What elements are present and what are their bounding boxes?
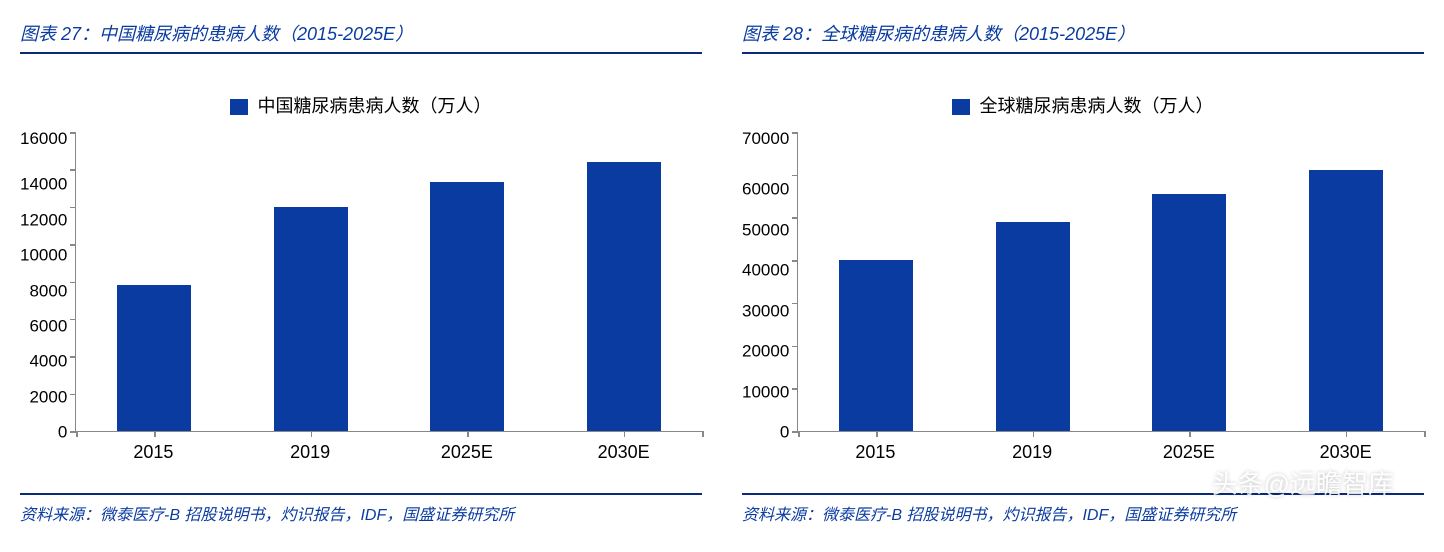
- bar: [274, 207, 348, 431]
- y-tick-mark: [70, 356, 76, 358]
- x-tick-mark: [1346, 431, 1348, 437]
- y-tick-label: 14000: [20, 176, 67, 193]
- y-tick-mark: [792, 303, 798, 305]
- right-source: 资料来源：微泰医疗-B 招股说明书，灼识报告，IDF，国盛证券研究所: [742, 493, 1424, 525]
- y-tick-label: 30000: [742, 302, 789, 319]
- x-tick-mark: [702, 431, 704, 437]
- y-tick-label: 70000: [742, 130, 789, 147]
- left-legend: 中国糖尿病患病人数（万人）: [20, 92, 702, 118]
- charts-container: 图表 27：中国糖尿病的患病人数（2015-2025E） 中国糖尿病患病人数（万…: [20, 20, 1424, 525]
- left-chart: 1600014000120001000080006000400020000: [20, 132, 702, 432]
- y-tick-mark: [792, 260, 798, 262]
- right-chart: 700006000050000400003000020000100000: [742, 132, 1424, 432]
- x-tick-label: 2015: [116, 442, 190, 463]
- right-legend-label: 全球糖尿病患病人数（万人）: [980, 96, 1214, 116]
- y-tick-label: 4000: [29, 353, 67, 370]
- left-title-row: 图表 27：中国糖尿病的患病人数（2015-2025E）: [20, 20, 702, 54]
- y-tick-mark: [70, 394, 76, 396]
- y-tick-label: 0: [780, 423, 789, 440]
- right-title: 图表 28：全球糖尿病的患病人数（2015-2025E）: [742, 24, 1135, 44]
- y-tick-mark: [792, 217, 798, 219]
- left-legend-label: 中国糖尿病患病人数（万人）: [258, 96, 492, 116]
- y-tick-mark: [70, 132, 76, 134]
- left-plot: [75, 132, 702, 432]
- x-tick-mark: [1033, 431, 1035, 437]
- left-title: 图表 27：中国糖尿病的患病人数（2015-2025E）: [20, 24, 413, 44]
- y-tick-label: 10000: [742, 383, 789, 400]
- bar: [587, 162, 661, 431]
- y-tick-mark: [792, 346, 798, 348]
- left-x-labels: 2015 2019 2025E 2030E: [75, 442, 702, 463]
- y-tick-mark: [70, 244, 76, 246]
- x-tick-label: 2015: [838, 442, 912, 463]
- y-tick-label: 50000: [742, 221, 789, 238]
- bar: [117, 285, 191, 431]
- y-tick-mark: [792, 132, 798, 134]
- x-tick-label: 2025E: [430, 442, 504, 463]
- y-tick-mark: [792, 388, 798, 390]
- x-tick-mark: [76, 431, 78, 437]
- bar: [839, 260, 913, 431]
- right-x-labels: 2015 2019 2025E 2030E: [797, 442, 1424, 463]
- y-tick-label: 2000: [29, 388, 67, 405]
- y-tick-mark: [70, 169, 76, 171]
- right-plot: [797, 132, 1424, 432]
- bar: [1152, 194, 1226, 431]
- right-legend: 全球糖尿病患病人数（万人）: [742, 92, 1424, 118]
- x-tick-mark: [798, 431, 800, 437]
- y-tick-label: 10000: [20, 247, 67, 264]
- y-tick-mark: [70, 282, 76, 284]
- y-tick-mark: [70, 319, 76, 321]
- x-tick-label: 2030E: [1309, 442, 1383, 463]
- left-legend-swatch: [230, 99, 248, 115]
- bar: [1309, 170, 1383, 431]
- right-title-row: 图表 28：全球糖尿病的患病人数（2015-2025E）: [742, 20, 1424, 54]
- x-tick-mark: [1424, 431, 1426, 437]
- y-tick-label: 0: [58, 424, 67, 441]
- y-tick-label: 16000: [20, 130, 67, 147]
- y-tick-label: 8000: [29, 282, 67, 299]
- left-source: 资料来源：微泰医疗-B 招股说明书，灼识报告，IDF，国盛证券研究所: [20, 493, 702, 525]
- y-tick-label: 60000: [742, 181, 789, 198]
- y-tick-label: 6000: [29, 317, 67, 334]
- left-y-axis: 1600014000120001000080006000400020000: [20, 132, 75, 432]
- left-panel: 图表 27：中国糖尿病的患病人数（2015-2025E） 中国糖尿病患病人数（万…: [20, 20, 702, 525]
- x-tick-mark: [154, 431, 156, 437]
- right-legend-swatch: [952, 99, 970, 115]
- y-tick-label: 20000: [742, 343, 789, 360]
- bar: [996, 222, 1070, 431]
- left-bars: [76, 132, 702, 431]
- x-tick-label: 2025E: [1152, 442, 1226, 463]
- x-tick-label: 2030E: [587, 442, 661, 463]
- right-bars: [798, 132, 1424, 431]
- x-tick-label: 2019: [273, 442, 347, 463]
- y-tick-label: 40000: [742, 262, 789, 279]
- x-tick-mark: [1189, 431, 1191, 437]
- y-tick-mark: [792, 175, 798, 177]
- right-y-axis: 700006000050000400003000020000100000: [742, 132, 797, 432]
- right-panel: 图表 28：全球糖尿病的患病人数（2015-2025E） 全球糖尿病患病人数（万…: [742, 20, 1424, 525]
- y-tick-mark: [70, 207, 76, 209]
- x-tick-mark: [467, 431, 469, 437]
- x-tick-label: 2019: [995, 442, 1069, 463]
- bar: [430, 182, 504, 431]
- x-tick-mark: [311, 431, 313, 437]
- x-tick-mark: [876, 431, 878, 437]
- x-tick-mark: [624, 431, 626, 437]
- y-tick-label: 12000: [20, 211, 67, 228]
